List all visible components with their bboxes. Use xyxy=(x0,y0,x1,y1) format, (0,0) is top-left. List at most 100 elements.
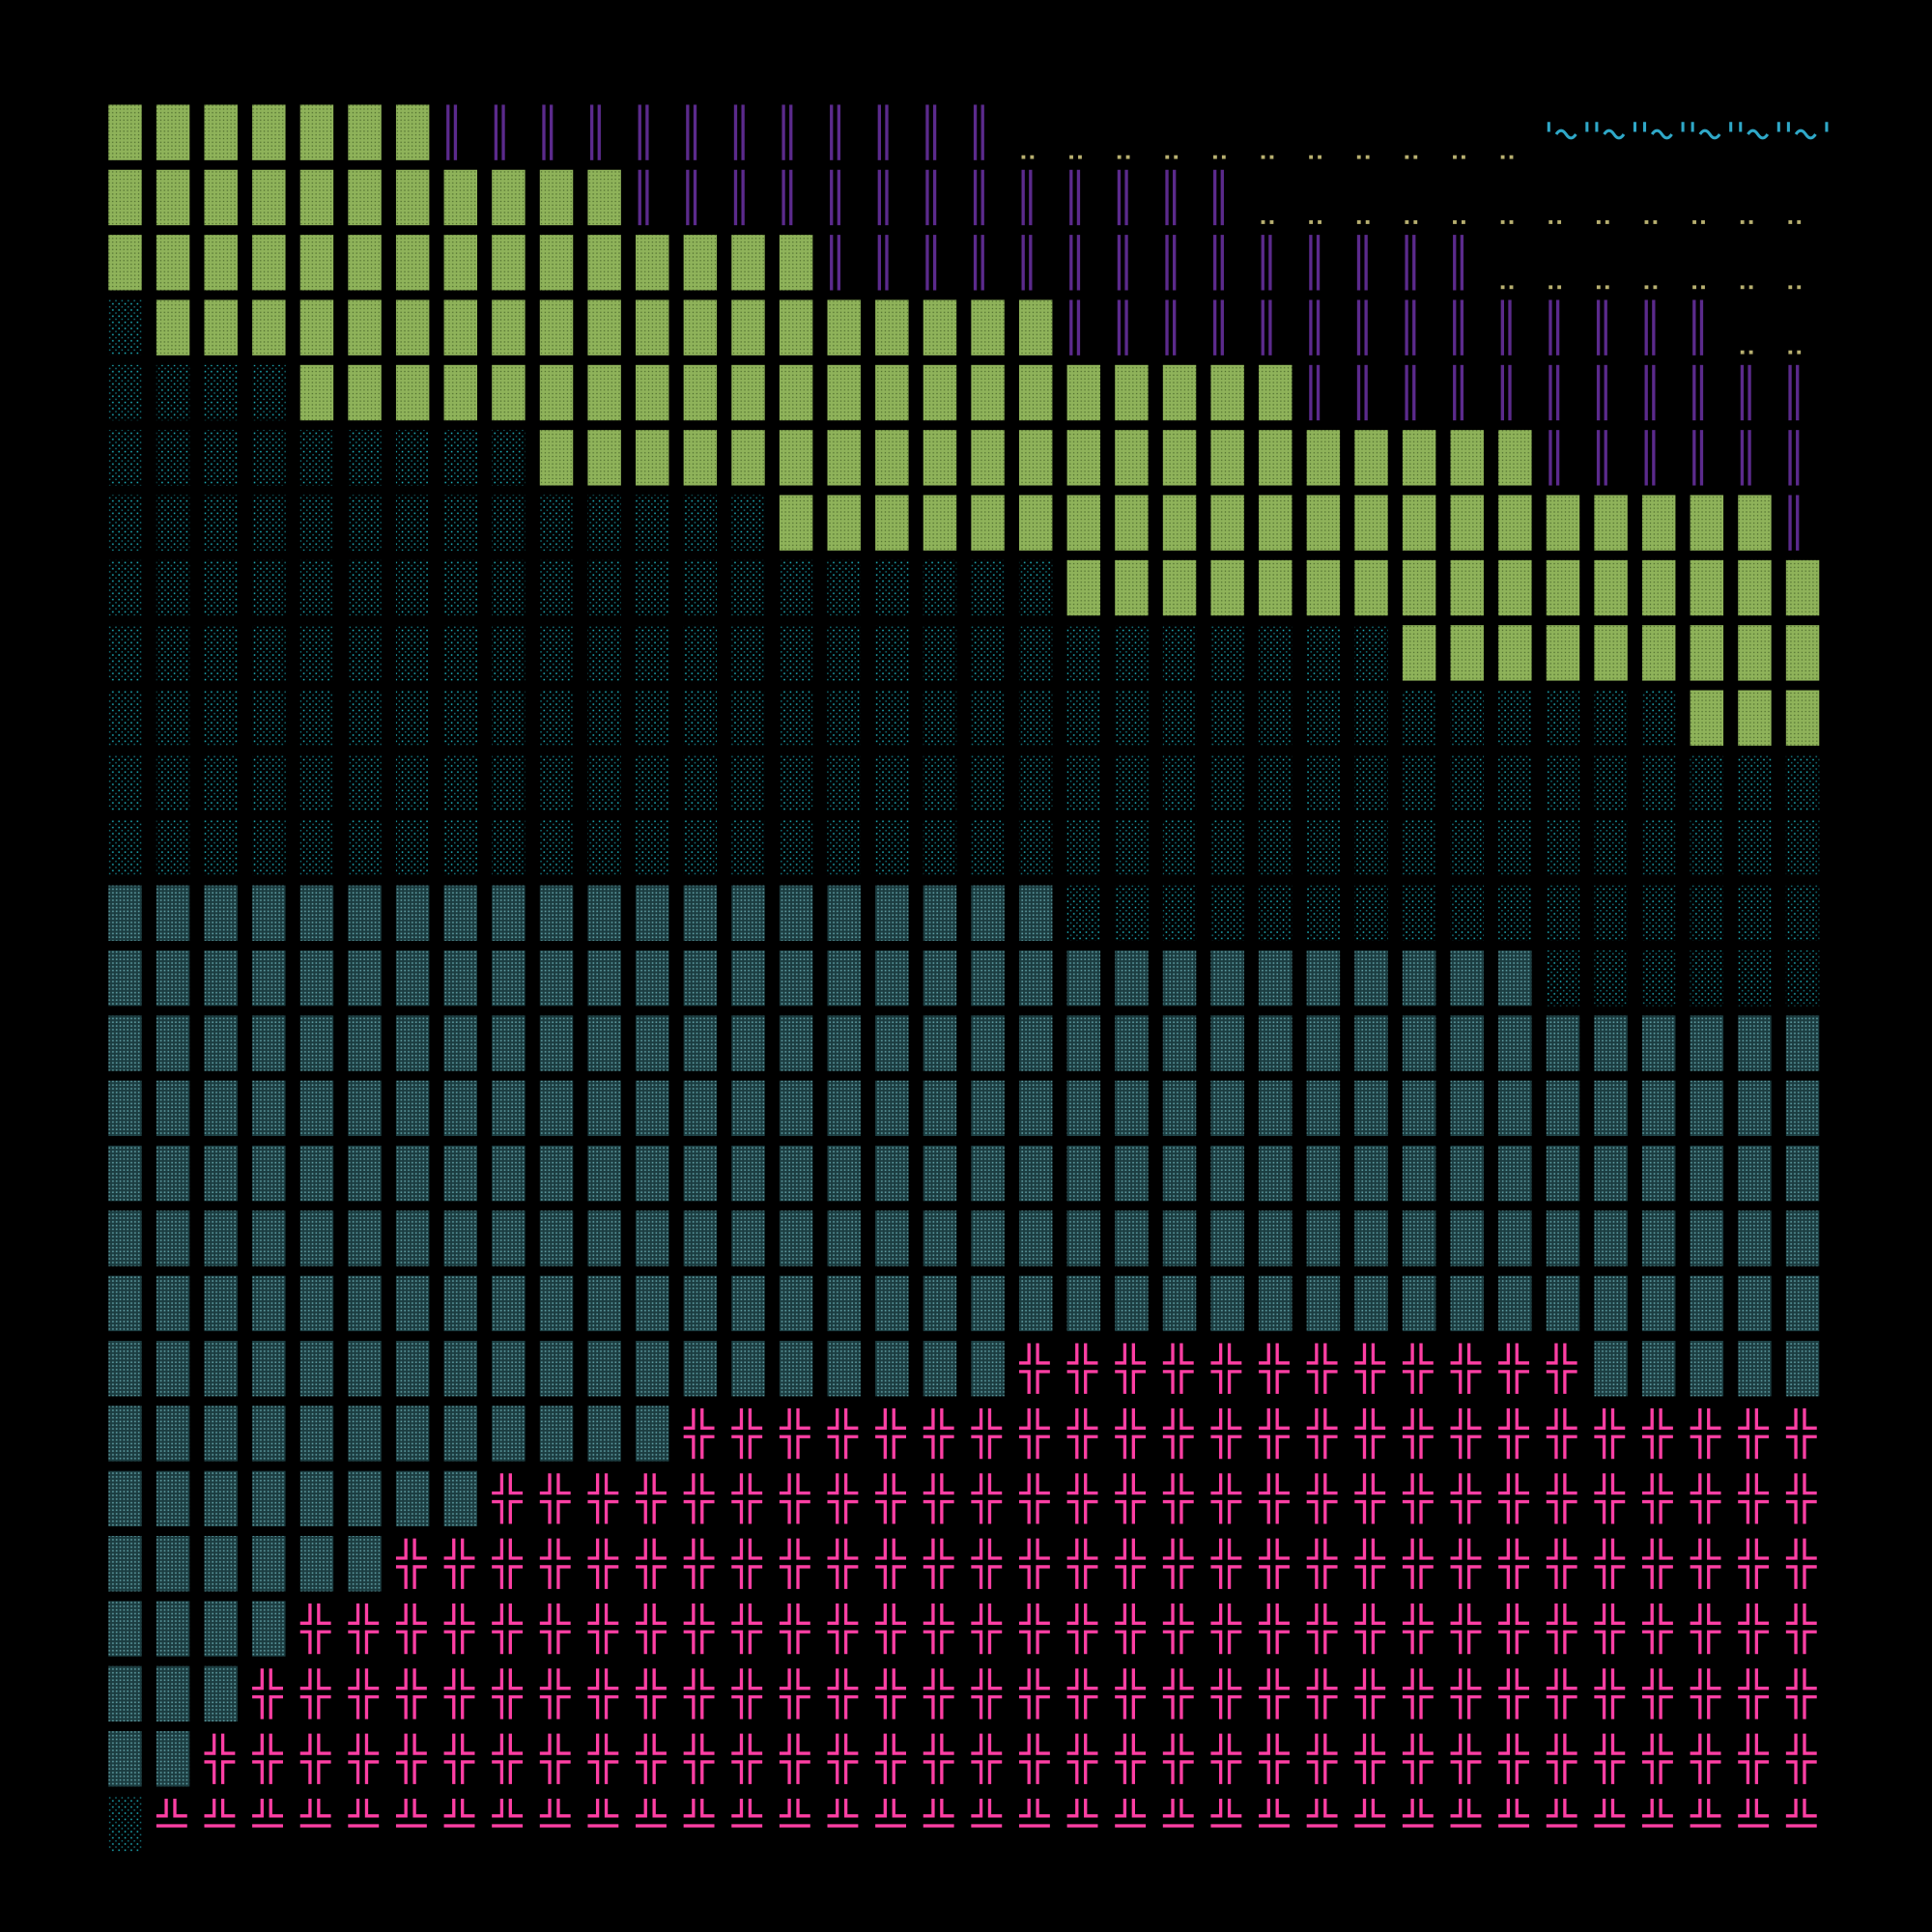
teal-tile xyxy=(1738,1340,1772,1397)
cyan-tile xyxy=(683,690,718,746)
teal-tile xyxy=(1450,950,1484,1007)
teal-tile xyxy=(731,885,765,941)
pink-cross xyxy=(1546,1343,1577,1394)
teal-tile xyxy=(252,1601,286,1657)
pink-cross xyxy=(683,1407,715,1460)
teal-tile xyxy=(443,1340,478,1397)
purple-bar xyxy=(1796,430,1800,486)
purple-bar xyxy=(1555,430,1560,486)
pink-cross xyxy=(1641,1603,1673,1655)
purple-bar xyxy=(1644,299,1648,355)
purple-bar xyxy=(1117,235,1122,291)
cyan-tile xyxy=(827,625,861,681)
teal-tile xyxy=(204,1536,238,1592)
pink-base xyxy=(395,1798,427,1828)
khaki-dot xyxy=(1309,220,1314,224)
green-tile xyxy=(204,235,238,291)
purple-bar xyxy=(1788,495,1792,551)
teal-tile xyxy=(587,1080,621,1137)
khaki-dot xyxy=(1309,155,1314,159)
teal-tile xyxy=(252,885,286,941)
green-tile xyxy=(1641,625,1676,681)
cyan-tile xyxy=(971,625,1005,681)
teal-tile xyxy=(1354,1145,1388,1202)
teal-tile xyxy=(636,1145,669,1202)
cyan-tile xyxy=(1354,885,1388,941)
cyan-tile xyxy=(443,625,478,681)
cyan-tile xyxy=(1210,820,1244,876)
teal-tile xyxy=(1738,1015,1772,1071)
purple-bar xyxy=(1117,299,1122,355)
teal-tile xyxy=(252,1080,286,1137)
cyan-tile xyxy=(443,820,478,876)
purple-bar xyxy=(1508,299,1512,355)
cyan-tile xyxy=(1594,820,1628,876)
teal-tile xyxy=(779,1210,813,1266)
cyan-tile xyxy=(1594,690,1628,746)
purple-bar xyxy=(1652,364,1656,421)
teal-tile xyxy=(299,885,334,941)
cyan-tile xyxy=(827,754,861,811)
teal-tile xyxy=(156,1275,190,1332)
teal-tile xyxy=(971,950,1005,1007)
purple-bar xyxy=(741,169,745,226)
cyan-tile xyxy=(1162,885,1197,941)
pink-cross xyxy=(348,1668,380,1719)
teal-tile xyxy=(492,1406,526,1462)
pink-cross xyxy=(1546,1668,1577,1719)
green-tile xyxy=(492,299,526,355)
purple-bar xyxy=(638,169,641,226)
purple-bar xyxy=(1788,364,1792,421)
teal-tile xyxy=(1018,885,1053,941)
teal-tile xyxy=(443,1015,478,1071)
purple-bar xyxy=(542,104,546,160)
pink-cross xyxy=(1546,1733,1577,1784)
pink-cross xyxy=(875,1407,907,1460)
khaki-dot xyxy=(1413,155,1418,159)
green-tile xyxy=(108,235,142,291)
cyan-tile xyxy=(636,820,669,876)
cyan-tile xyxy=(923,625,957,681)
green-tile xyxy=(971,495,1005,551)
tile-grid xyxy=(108,104,1829,1852)
teal-tile xyxy=(1546,1015,1580,1071)
tile-row xyxy=(108,1731,1817,1787)
teal-tile xyxy=(299,1470,334,1527)
khaki-dot xyxy=(1740,220,1745,224)
teal-tile xyxy=(299,1145,334,1202)
purple-bar xyxy=(733,169,738,226)
pink-base xyxy=(971,1798,1003,1828)
pink-cross xyxy=(683,1538,715,1589)
wave xyxy=(1547,122,1589,140)
cyan-tile xyxy=(156,625,190,681)
pink-cross xyxy=(1162,1668,1194,1719)
pink-cross xyxy=(1402,1343,1434,1394)
tile-row xyxy=(108,1470,1817,1527)
khaki-dot xyxy=(1269,155,1274,159)
purple-bar xyxy=(1740,430,1745,486)
teal-tile xyxy=(108,1145,142,1202)
teal-tile xyxy=(971,1145,1005,1202)
green-tile xyxy=(1210,495,1244,551)
teal-tile xyxy=(1738,1275,1772,1332)
purple-bar xyxy=(885,104,889,160)
pink-cross xyxy=(1402,1473,1434,1524)
khaki-dot xyxy=(1557,220,1562,224)
pink-cross xyxy=(587,1733,619,1784)
green-tile xyxy=(923,430,957,486)
cyan-tile xyxy=(1546,690,1580,746)
cyan-tile xyxy=(827,559,861,616)
cyan-tile xyxy=(299,625,334,681)
pink-cross xyxy=(1354,1407,1386,1460)
teal-tile xyxy=(1210,1210,1244,1266)
pink-cross xyxy=(1162,1343,1194,1394)
pink-base xyxy=(204,1798,236,1828)
teal-tile xyxy=(1594,1210,1628,1266)
teal-tile xyxy=(1306,950,1341,1007)
khaki-dot xyxy=(1509,155,1514,159)
khaki-dot xyxy=(1461,155,1465,159)
teal-tile xyxy=(443,950,478,1007)
cyan-tile xyxy=(1306,625,1341,681)
teal-tile xyxy=(299,1340,334,1397)
pink-cross xyxy=(1594,1407,1626,1460)
